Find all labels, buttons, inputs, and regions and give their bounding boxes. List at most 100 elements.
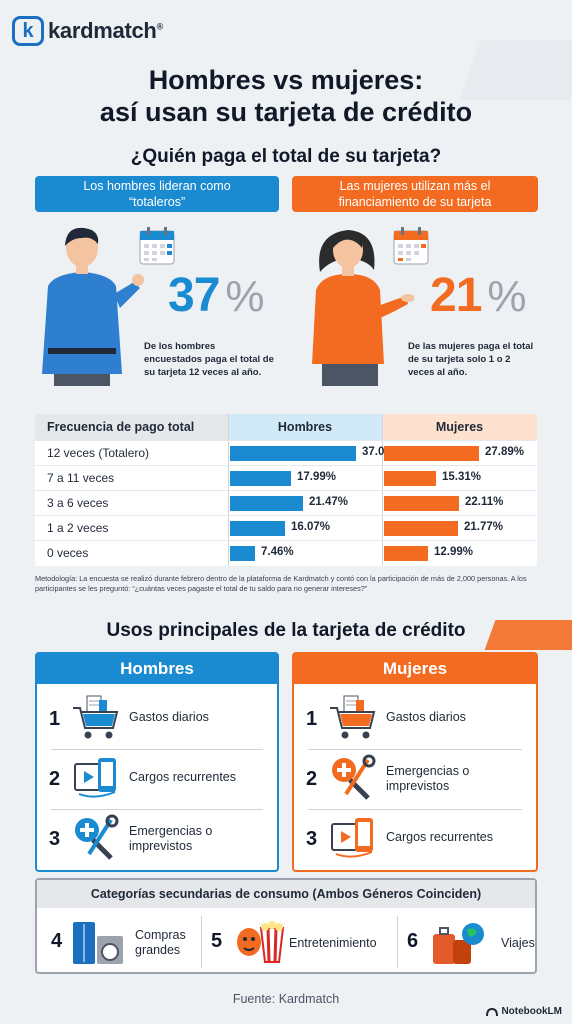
column-divider	[397, 916, 398, 968]
secondary-category-item: 5 Entretenimiento	[207, 916, 409, 972]
row-label: 0 veces	[47, 546, 89, 560]
use-icon-wrap	[71, 694, 121, 742]
use-icon-wrap	[71, 814, 121, 862]
shopping-cart-icon	[73, 695, 119, 739]
women-banner-line-1: Las mujeres utilizan más el	[339, 179, 491, 193]
category-icon-wrap	[235, 920, 291, 971]
secondary-category-item: 6 Viajes	[403, 916, 551, 972]
category-label-line-1: Entretenimiento	[289, 936, 377, 950]
brand-name: kardmatch	[48, 18, 157, 43]
men-stat-value: 37	[168, 269, 220, 322]
women-value: 21.77%	[464, 521, 504, 533]
women-stat-description: De las mujeres paga el total de su tarje…	[408, 341, 534, 378]
use-icon-wrap	[328, 694, 378, 742]
uses-title: Usos principales de la tarjeta de crédit…	[106, 620, 466, 641]
logo-mark-icon: k	[12, 16, 44, 46]
title-line-2: así usan su tarjeta de crédito	[99, 97, 473, 127]
watermark-text: NotebookLM	[501, 1006, 562, 1017]
men-bar	[230, 546, 255, 561]
use-label: Gastos diarios	[386, 710, 466, 724]
table-row: 12 veces (Totalero) 37.02% 27.89%	[35, 440, 537, 465]
men-bar	[230, 471, 291, 486]
row-label: 7 a 11 veces	[47, 471, 115, 485]
row-label: 12 veces (Totalero)	[47, 446, 150, 460]
women-stat-value: 21	[430, 269, 482, 322]
category-label-line-1: Viajes	[501, 936, 535, 950]
women-value: 12.99%	[434, 546, 474, 558]
row-label: 1 a 2 veces	[47, 521, 109, 535]
man-illustration	[42, 227, 144, 386]
women-banner: Las mujeres utilizan más el financiamient…	[292, 176, 538, 212]
men-value: 17.99%	[297, 471, 337, 483]
entertainment-icon	[237, 921, 285, 963]
title-line-1: Hombres vs mujeres:	[148, 65, 424, 95]
rank-number: 1	[306, 708, 318, 730]
men-banner: Los hombres lideran como “totaleros”	[35, 176, 279, 212]
table-header-women: Mujeres	[382, 414, 537, 440]
women-value: 22.11%	[465, 496, 504, 508]
women-bar	[384, 496, 459, 511]
secondary-categories-title: Categorías secundarias de consumo (Ambos…	[37, 880, 535, 908]
divider	[51, 749, 263, 750]
use-label: Gastos diarios	[129, 710, 209, 724]
men-uses-panel: Hombres 1 Gastos diarios 2 Cargos recurrent…	[35, 652, 279, 872]
rank-number: 1	[49, 708, 61, 730]
kardmatch-logo: k kardmatch®	[12, 16, 163, 46]
table-row: 3 a 6 veces 21.47% 22.11%	[35, 490, 537, 515]
women-uses-panel: Mujeres 1 Gastos diarios 2 Emergencias o im…	[292, 652, 538, 872]
source-note: Fuente: Kardmatch	[232, 992, 340, 1006]
woman-illustration	[312, 230, 414, 386]
appliances-icon	[73, 922, 123, 964]
payment-frequency-table: Frecuencia de pago total Hombres Mujeres…	[35, 414, 537, 566]
divider	[51, 809, 263, 810]
rank-number: 3	[49, 828, 61, 850]
rank-number: 5	[211, 930, 223, 952]
women-stat-number: 21%	[430, 268, 527, 323]
category-label-line-1: Compras	[135, 928, 186, 942]
category-label: Entretenimiento	[289, 936, 377, 951]
divider	[308, 749, 522, 750]
men-value: 21.47%	[309, 496, 349, 508]
men-stat-number: 37%	[168, 268, 265, 323]
emergency-tools-icon	[332, 754, 376, 800]
men-bar	[230, 446, 356, 461]
column-divider	[201, 916, 202, 968]
women-bar	[384, 446, 479, 461]
travel-luggage-icon	[433, 923, 484, 964]
use-item: 2 Emergencias o imprevistos	[294, 748, 536, 810]
calendar-icon	[393, 227, 429, 265]
phone-subscription-icon	[74, 758, 116, 798]
women-value: 27.89%	[485, 446, 525, 458]
women-banner-line-2: financiamiento de su tarjeta	[338, 195, 492, 209]
use-icon-wrap	[71, 754, 121, 802]
use-item: 1 Gastos diarios	[37, 688, 277, 750]
rank-number: 3	[306, 828, 318, 850]
women-bar	[384, 521, 458, 536]
shopping-cart-icon	[330, 695, 376, 739]
women-uses-title: Mujeres	[294, 654, 536, 684]
use-icon-wrap	[328, 814, 378, 862]
page-title: Hombres vs mujeres: así usan su tarjeta …	[0, 64, 572, 128]
rank-number: 2	[49, 768, 61, 790]
divider	[308, 809, 522, 810]
use-label: Cargos recurrentes	[386, 830, 493, 844]
rank-number: 6	[407, 930, 419, 952]
rank-number: 2	[306, 768, 318, 790]
men-banner-line-2: “totaleros”	[128, 195, 186, 209]
category-label-line-2: grandes	[135, 943, 181, 957]
use-icon-wrap	[328, 754, 378, 802]
category-label: Compras grandes	[135, 928, 186, 958]
use-item: 3 Emergencias o imprevistos	[37, 808, 277, 870]
men-value: 16.07%	[291, 521, 331, 533]
use-label: Emergencias o imprevistos	[386, 764, 470, 793]
men-stat-description: De los hombres encuestados paga el total…	[144, 341, 274, 378]
men-bar	[230, 521, 285, 536]
percent-sign: %	[225, 272, 264, 321]
men-bar	[230, 496, 303, 511]
row-label: 3 a 6 veces	[47, 496, 109, 510]
women-bar	[384, 471, 436, 486]
phone-subscription-icon	[331, 818, 373, 858]
women-value: 15.31%	[442, 471, 482, 483]
rank-number: 4	[51, 930, 63, 952]
calendar-icon	[139, 227, 175, 265]
